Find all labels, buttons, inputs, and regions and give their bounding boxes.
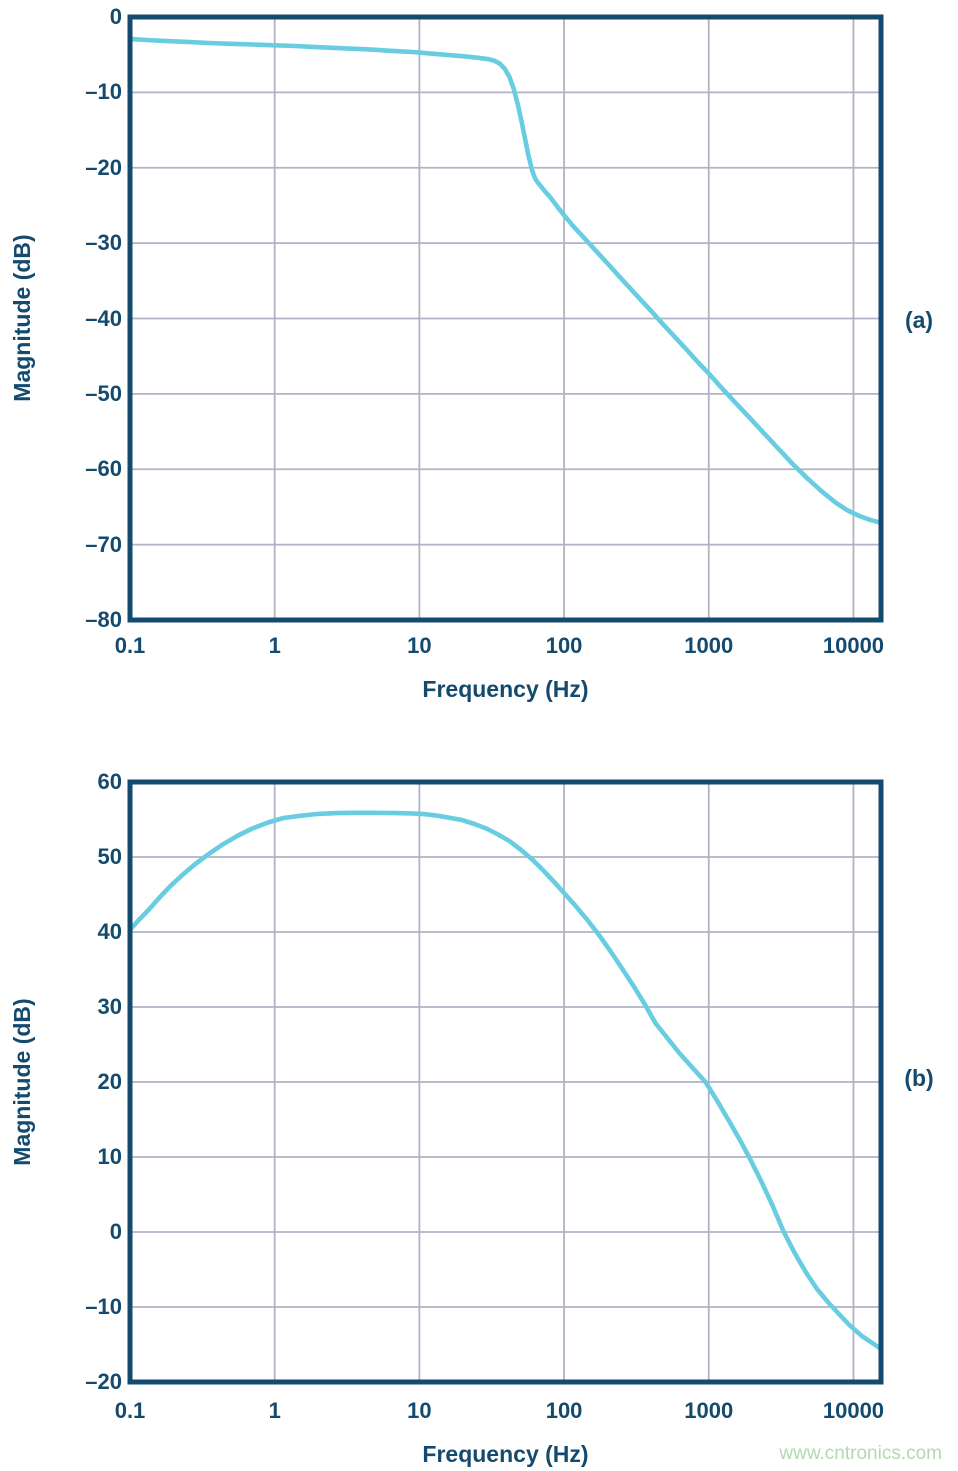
y-tick-label: –10: [85, 1294, 122, 1319]
x-tick-label: 10: [407, 1398, 432, 1423]
y-tick-label: 0: [109, 1219, 122, 1244]
y-tick-label: –50: [85, 380, 122, 406]
x-tick-label: 1000: [684, 1398, 734, 1423]
bode-plot-b: [127, 779, 884, 1385]
x-tick-label: 10000: [822, 633, 885, 658]
y-tick-label: –10: [85, 79, 122, 105]
x-tick-label: 100: [545, 633, 583, 658]
response-curve-b: [127, 810, 884, 1352]
y-tick-label: –20: [85, 154, 122, 180]
panel-label-b: (b): [904, 1065, 934, 1091]
y-tick-label: 40: [97, 919, 122, 944]
y-tick-label: –80: [85, 607, 122, 632]
y-tick-label: 50: [97, 844, 122, 869]
x-axis-title-b: Frequency (Hz): [422, 1441, 589, 1467]
x-tick-label: 0.1: [114, 1398, 146, 1423]
y-tick-label: 20: [97, 1069, 122, 1094]
y-tick-label: 60: [97, 769, 122, 794]
x-tick-label: 10000: [822, 1398, 885, 1423]
y-tick-label: –70: [85, 531, 122, 557]
y-tick-label: –30: [85, 230, 122, 256]
plot-border-a: [127, 14, 884, 623]
plot-border-b: [127, 779, 884, 1385]
response-curve-a: [127, 36, 884, 526]
x-tick-label: 100: [545, 1398, 583, 1423]
y-tick-label: 0: [109, 4, 122, 29]
y-tick-label: 10: [97, 1144, 122, 1169]
y-tick-label: –40: [85, 305, 122, 331]
y-tick-label: –60: [85, 456, 122, 482]
x-tick-label: 0.1: [114, 633, 146, 658]
bode-plot-a: [127, 14, 884, 623]
panel-label-a: (a): [904, 307, 934, 333]
y-tick-label: 30: [97, 994, 122, 1019]
x-tick-label: 1000: [684, 633, 734, 658]
x-tick-label: 1: [268, 1398, 281, 1423]
x-tick-label: 10: [407, 633, 432, 658]
y-tick-label: –20: [85, 1369, 122, 1394]
x-axis-title-a: Frequency (Hz): [422, 676, 589, 702]
x-tick-label: 1: [268, 633, 281, 658]
watermark: www.cntronics.com: [779, 1443, 942, 1464]
